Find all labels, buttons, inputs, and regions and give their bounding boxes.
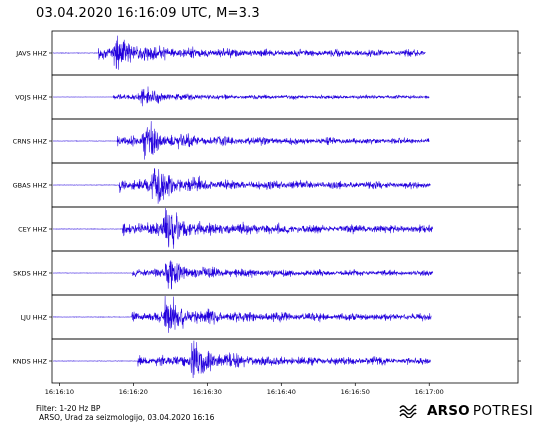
station-label: GBAS HHZ (13, 181, 48, 189)
agency-note: ARSO, Urad za seizmologijo, 03.04.2020 1… (39, 413, 215, 422)
x-tick-label: 16:17:00 (415, 388, 444, 396)
station-label: SKDS HHZ (13, 269, 47, 277)
x-tick-label: 16:16:20 (119, 388, 148, 396)
station-label: CRNS HHZ (13, 137, 48, 145)
logo-text-bold: ARSO (427, 403, 470, 419)
station-label: JAVS HHZ (15, 49, 47, 57)
waveform-trace (53, 260, 434, 290)
waveform-trace (52, 35, 426, 70)
station-label: KNDS HHZ (12, 357, 47, 365)
x-tick-label: 16:16:10 (45, 388, 74, 396)
filter-note: Filter: 1-20 Hz BP (36, 404, 101, 413)
station-label: CEY HHZ (18, 225, 47, 233)
x-tick-label: 16:16:50 (341, 388, 370, 396)
waveform-trace (52, 207, 434, 249)
waveform-trace (53, 86, 430, 107)
station-label: VOJS HHZ (15, 93, 47, 101)
wave-logo-icon (399, 404, 417, 418)
logo-text-light: POTRESI (472, 403, 534, 419)
waveform-trace (53, 340, 431, 379)
waveform-trace (53, 295, 432, 333)
station-label: LJU HHZ (20, 313, 47, 321)
x-tick-label: 16:16:30 (193, 388, 222, 396)
x-tick-label: 16:16:40 (267, 388, 296, 396)
waveform-trace (53, 121, 430, 160)
chart-title: 03.04.2020 16:16:09 UTC, M=3.3 (36, 6, 260, 21)
arso-logo: ARSO POTRESI (398, 401, 533, 421)
waveform-trace (52, 168, 431, 204)
